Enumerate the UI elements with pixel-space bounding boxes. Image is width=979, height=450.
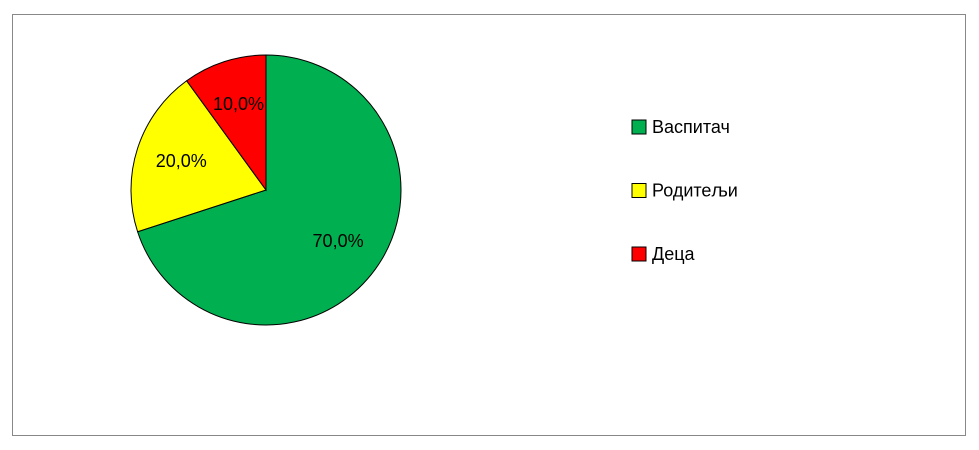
legend-label: Родитељи	[652, 180, 738, 200]
pie-slice	[130, 80, 267, 233]
pie-slice	[185, 54, 267, 192]
legend-label: Деца	[652, 244, 696, 264]
legend-label: Васпитач	[652, 117, 730, 137]
legend-swatch	[631, 119, 647, 135]
data-label: 20,0%	[156, 151, 207, 171]
pie-slice	[136, 54, 402, 326]
legend-swatch	[631, 183, 647, 198]
legend-swatch	[631, 246, 647, 262]
data-label: 70,0%	[313, 231, 364, 251]
data-label: 10,0%	[213, 94, 264, 114]
